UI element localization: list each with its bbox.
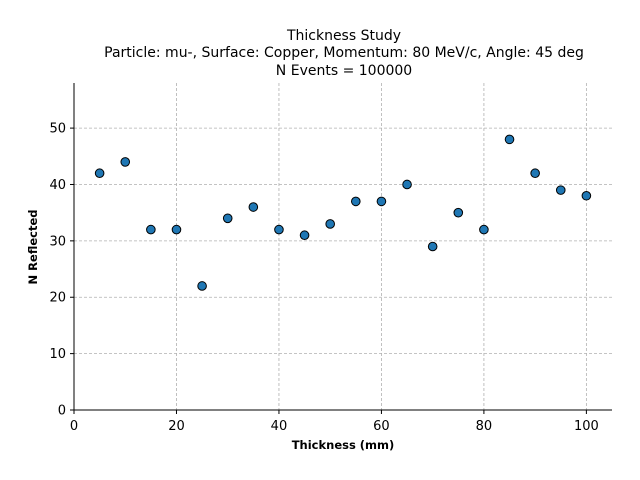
chart-title: Thickness Study Particle: mu-, Surface: … bbox=[104, 28, 584, 79]
data-point-16 bbox=[504, 134, 515, 145]
y-tick-label-1: 10 bbox=[49, 347, 66, 362]
chart-title-line-1: Thickness Study bbox=[286, 28, 401, 44]
axes bbox=[73, 83, 612, 411]
data-points bbox=[94, 134, 592, 291]
data-point-17 bbox=[530, 168, 540, 179]
y-axis-label: N Reflected bbox=[26, 210, 40, 285]
data-point-7 bbox=[274, 224, 284, 235]
data-point-10 bbox=[351, 196, 361, 207]
data-point-1 bbox=[120, 157, 131, 167]
data-point-12 bbox=[402, 179, 412, 190]
x-tick-label-1: 20 bbox=[168, 419, 185, 434]
data-point-6 bbox=[248, 202, 259, 212]
chart-title-line-2: Particle: mu-, Surface: Copper, Momentum… bbox=[104, 45, 584, 61]
y-tick-label-0: 0 bbox=[58, 404, 66, 419]
data-point-2 bbox=[146, 224, 156, 235]
data-point-8 bbox=[299, 230, 310, 241]
x-tick-label-3: 60 bbox=[373, 419, 390, 434]
y-tick-label-4: 40 bbox=[49, 178, 66, 193]
x-axis-label: Thickness (mm) bbox=[292, 438, 395, 452]
x-tick-label-5: 100 bbox=[574, 419, 599, 434]
y-tick-label-3: 30 bbox=[49, 234, 66, 249]
x-tick-label-4: 80 bbox=[476, 419, 493, 434]
data-point-3 bbox=[171, 224, 182, 235]
data-point-11 bbox=[376, 196, 387, 207]
x-tick-label-0: 0 bbox=[70, 419, 78, 434]
chart-title-line-3: N Events = 100000 bbox=[276, 63, 412, 79]
y-tick-label-2: 20 bbox=[49, 291, 66, 306]
data-point-14 bbox=[453, 207, 464, 218]
data-point-0 bbox=[94, 168, 105, 179]
data-point-15 bbox=[479, 224, 489, 235]
data-point-9 bbox=[325, 219, 335, 229]
ticks: 0 20 40 60 80 100 0 10 20 30 40 50 bbox=[49, 122, 598, 434]
x-tick-label-2: 40 bbox=[271, 419, 288, 434]
data-point-18 bbox=[555, 185, 566, 195]
grid bbox=[74, 83, 612, 410]
data-point-4 bbox=[197, 281, 207, 291]
data-point-19 bbox=[581, 190, 592, 201]
data-point-5 bbox=[222, 213, 233, 224]
y-tick-label-5: 50 bbox=[49, 122, 66, 137]
data-point-13 bbox=[427, 241, 438, 252]
